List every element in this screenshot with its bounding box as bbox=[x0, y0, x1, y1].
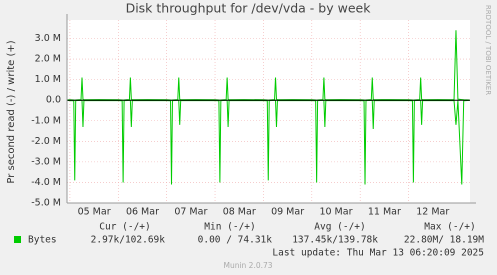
y-tick-label: -5.0 M bbox=[31, 198, 61, 209]
y-tick-label: -1.0 M bbox=[31, 115, 61, 126]
y-tick-label: 1.0 M bbox=[35, 74, 61, 85]
y-axis-label: Pr second read (-) / write (+) bbox=[6, 40, 17, 183]
y-tick-label: 3.0 M bbox=[35, 33, 61, 44]
legend-header: Min (-/+) bbox=[204, 222, 255, 233]
legend-label: Bytes bbox=[28, 235, 57, 246]
legend-value: 22.80M/ 18.19M bbox=[404, 235, 484, 246]
y-tick-label: 0.0 bbox=[46, 95, 61, 106]
legend-header: Cur (-/+) bbox=[99, 222, 150, 233]
y-tick-label: -3.0 M bbox=[31, 156, 61, 167]
legend-value: 2.97k/102.69k bbox=[91, 235, 166, 246]
legend-swatch bbox=[14, 236, 21, 243]
x-tick-label: 05 Mar bbox=[78, 207, 111, 218]
legend-value: 0.00 / 74.31k bbox=[198, 235, 273, 246]
legend-value: 137.45k/139.78k bbox=[292, 235, 378, 246]
y-tick-label: 2.0 M bbox=[35, 54, 61, 65]
x-tick-label: 12 Mar bbox=[416, 207, 449, 218]
side-label: RRDTOOL / TOBI OETIKER bbox=[484, 5, 492, 95]
x-tick-label: 08 Mar bbox=[223, 207, 256, 218]
legend-header: Max (-/+) bbox=[424, 222, 475, 233]
x-tick-label: 10 Mar bbox=[319, 207, 352, 218]
legend-header: Avg (-/+) bbox=[314, 222, 365, 233]
x-tick-label: 11 Mar bbox=[368, 207, 401, 218]
footer: Munin 2.0.73 bbox=[223, 261, 272, 270]
x-tick-label: 07 Mar bbox=[174, 207, 207, 218]
last-update: Last update: Thu Mar 13 06:20:09 2025 bbox=[272, 248, 484, 259]
y-tick-label: -4.0 M bbox=[31, 177, 61, 188]
x-tick-label: 09 Mar bbox=[271, 207, 304, 218]
y-tick-label: -2.0 M bbox=[31, 136, 61, 147]
chart-title: Disk throughput for /dev/vda - by week bbox=[126, 1, 372, 16]
x-tick-label: 06 Mar bbox=[126, 207, 159, 218]
